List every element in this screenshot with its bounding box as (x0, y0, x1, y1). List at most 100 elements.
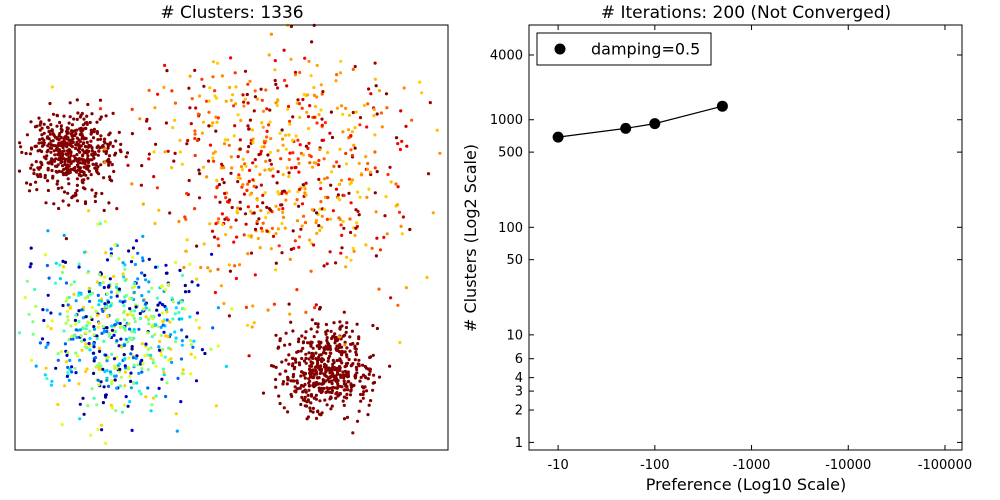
scatter-point (86, 159, 90, 163)
scatter-point (297, 170, 301, 174)
scatter-point (353, 146, 357, 150)
scatter-point (214, 129, 218, 133)
scatter-point (52, 149, 56, 153)
scatter-point (255, 97, 259, 101)
scatter-point (338, 320, 342, 324)
scatter-point (197, 168, 201, 172)
scatter-point (101, 325, 105, 329)
scatter-point (328, 351, 332, 355)
scatter-point (291, 115, 295, 119)
scatter-point (294, 134, 298, 138)
scatter-point (25, 133, 29, 137)
scatter-point (354, 347, 358, 351)
scatter-point (346, 370, 350, 374)
scatter-point (108, 131, 112, 135)
scatter-point (81, 158, 85, 162)
scatter-point (79, 339, 84, 343)
scatter-point (127, 367, 131, 371)
scatter-point (306, 127, 311, 131)
scatter-point (388, 364, 392, 368)
scatter-point (278, 372, 282, 376)
scatter-point (298, 115, 302, 119)
scatter-point (253, 89, 257, 93)
scatter-point (297, 337, 301, 341)
scatter-point (284, 147, 288, 151)
scatter-point (324, 363, 328, 368)
scatter-point (46, 188, 51, 193)
scatter-point (341, 219, 345, 224)
scatter-point (72, 292, 76, 296)
scatter-point (233, 71, 237, 75)
scatter-point (304, 330, 308, 334)
scatter-point (141, 362, 145, 366)
scatter-point (86, 176, 90, 180)
scatter-point (63, 260, 68, 264)
scatter-point (78, 115, 82, 119)
scatter-point (295, 381, 299, 385)
scatter-point (339, 223, 343, 227)
scatter-point (83, 331, 88, 335)
scatter-point (59, 350, 64, 354)
scatter-point (64, 152, 68, 156)
scatter-point (369, 355, 373, 359)
scatter-point (42, 141, 46, 145)
scatter-point (334, 377, 339, 381)
scatter-point (250, 325, 254, 329)
scatter-point (268, 120, 272, 124)
scatter-point (119, 150, 123, 154)
scatter-point (247, 127, 251, 131)
scatter-point (89, 139, 93, 143)
scatter-point (328, 344, 332, 348)
scatter-point (165, 69, 169, 73)
scatter-point (97, 272, 102, 276)
scatter-point (157, 208, 161, 212)
scatter-point (105, 329, 109, 334)
scatter-point (210, 124, 214, 128)
scatter-point (377, 375, 382, 379)
scatter-point (314, 365, 318, 369)
scatter-point (41, 308, 45, 312)
scatter-point (25, 181, 29, 185)
scatter-point (47, 161, 51, 165)
scatter-point (61, 265, 66, 269)
scatter-point (104, 251, 108, 255)
scatter-point (112, 357, 117, 361)
scatter-point (300, 224, 304, 228)
scatter-point (371, 353, 375, 357)
y-tick-label: 100 (498, 221, 523, 236)
scatter-point (126, 404, 130, 408)
scatter-point (292, 379, 296, 383)
scatter-point (155, 308, 159, 312)
scatter-point (94, 191, 98, 195)
scatter-point (62, 233, 66, 237)
scatter-point (106, 142, 110, 146)
scatter-point (135, 381, 139, 385)
scatter-point (296, 190, 300, 194)
scatter-point (80, 111, 84, 116)
scatter-point (75, 189, 79, 193)
scatter-point (199, 265, 203, 270)
scatter-point (174, 306, 178, 310)
scatter-point (139, 316, 143, 321)
scatter-point (367, 403, 371, 407)
scatter-point (107, 332, 111, 336)
scatter-point (222, 166, 226, 170)
scatter-point (72, 117, 76, 121)
scatter-point (400, 139, 404, 143)
scatter-point (355, 221, 359, 225)
scatter-point (352, 143, 356, 147)
scatter-point (400, 232, 404, 236)
scatter-point (252, 211, 256, 215)
scatter-point (70, 334, 74, 339)
scatter-point (90, 112, 94, 116)
scatter-point (39, 121, 43, 125)
scatter-point (329, 329, 333, 333)
scatter-point (40, 144, 45, 148)
scatter-point (87, 286, 91, 290)
scatter-point (296, 157, 300, 161)
scatter-point (385, 106, 389, 110)
scatter-point (335, 344, 339, 348)
scatter-point (348, 393, 353, 397)
scatter-point (190, 280, 194, 284)
scatter-point (80, 180, 84, 184)
